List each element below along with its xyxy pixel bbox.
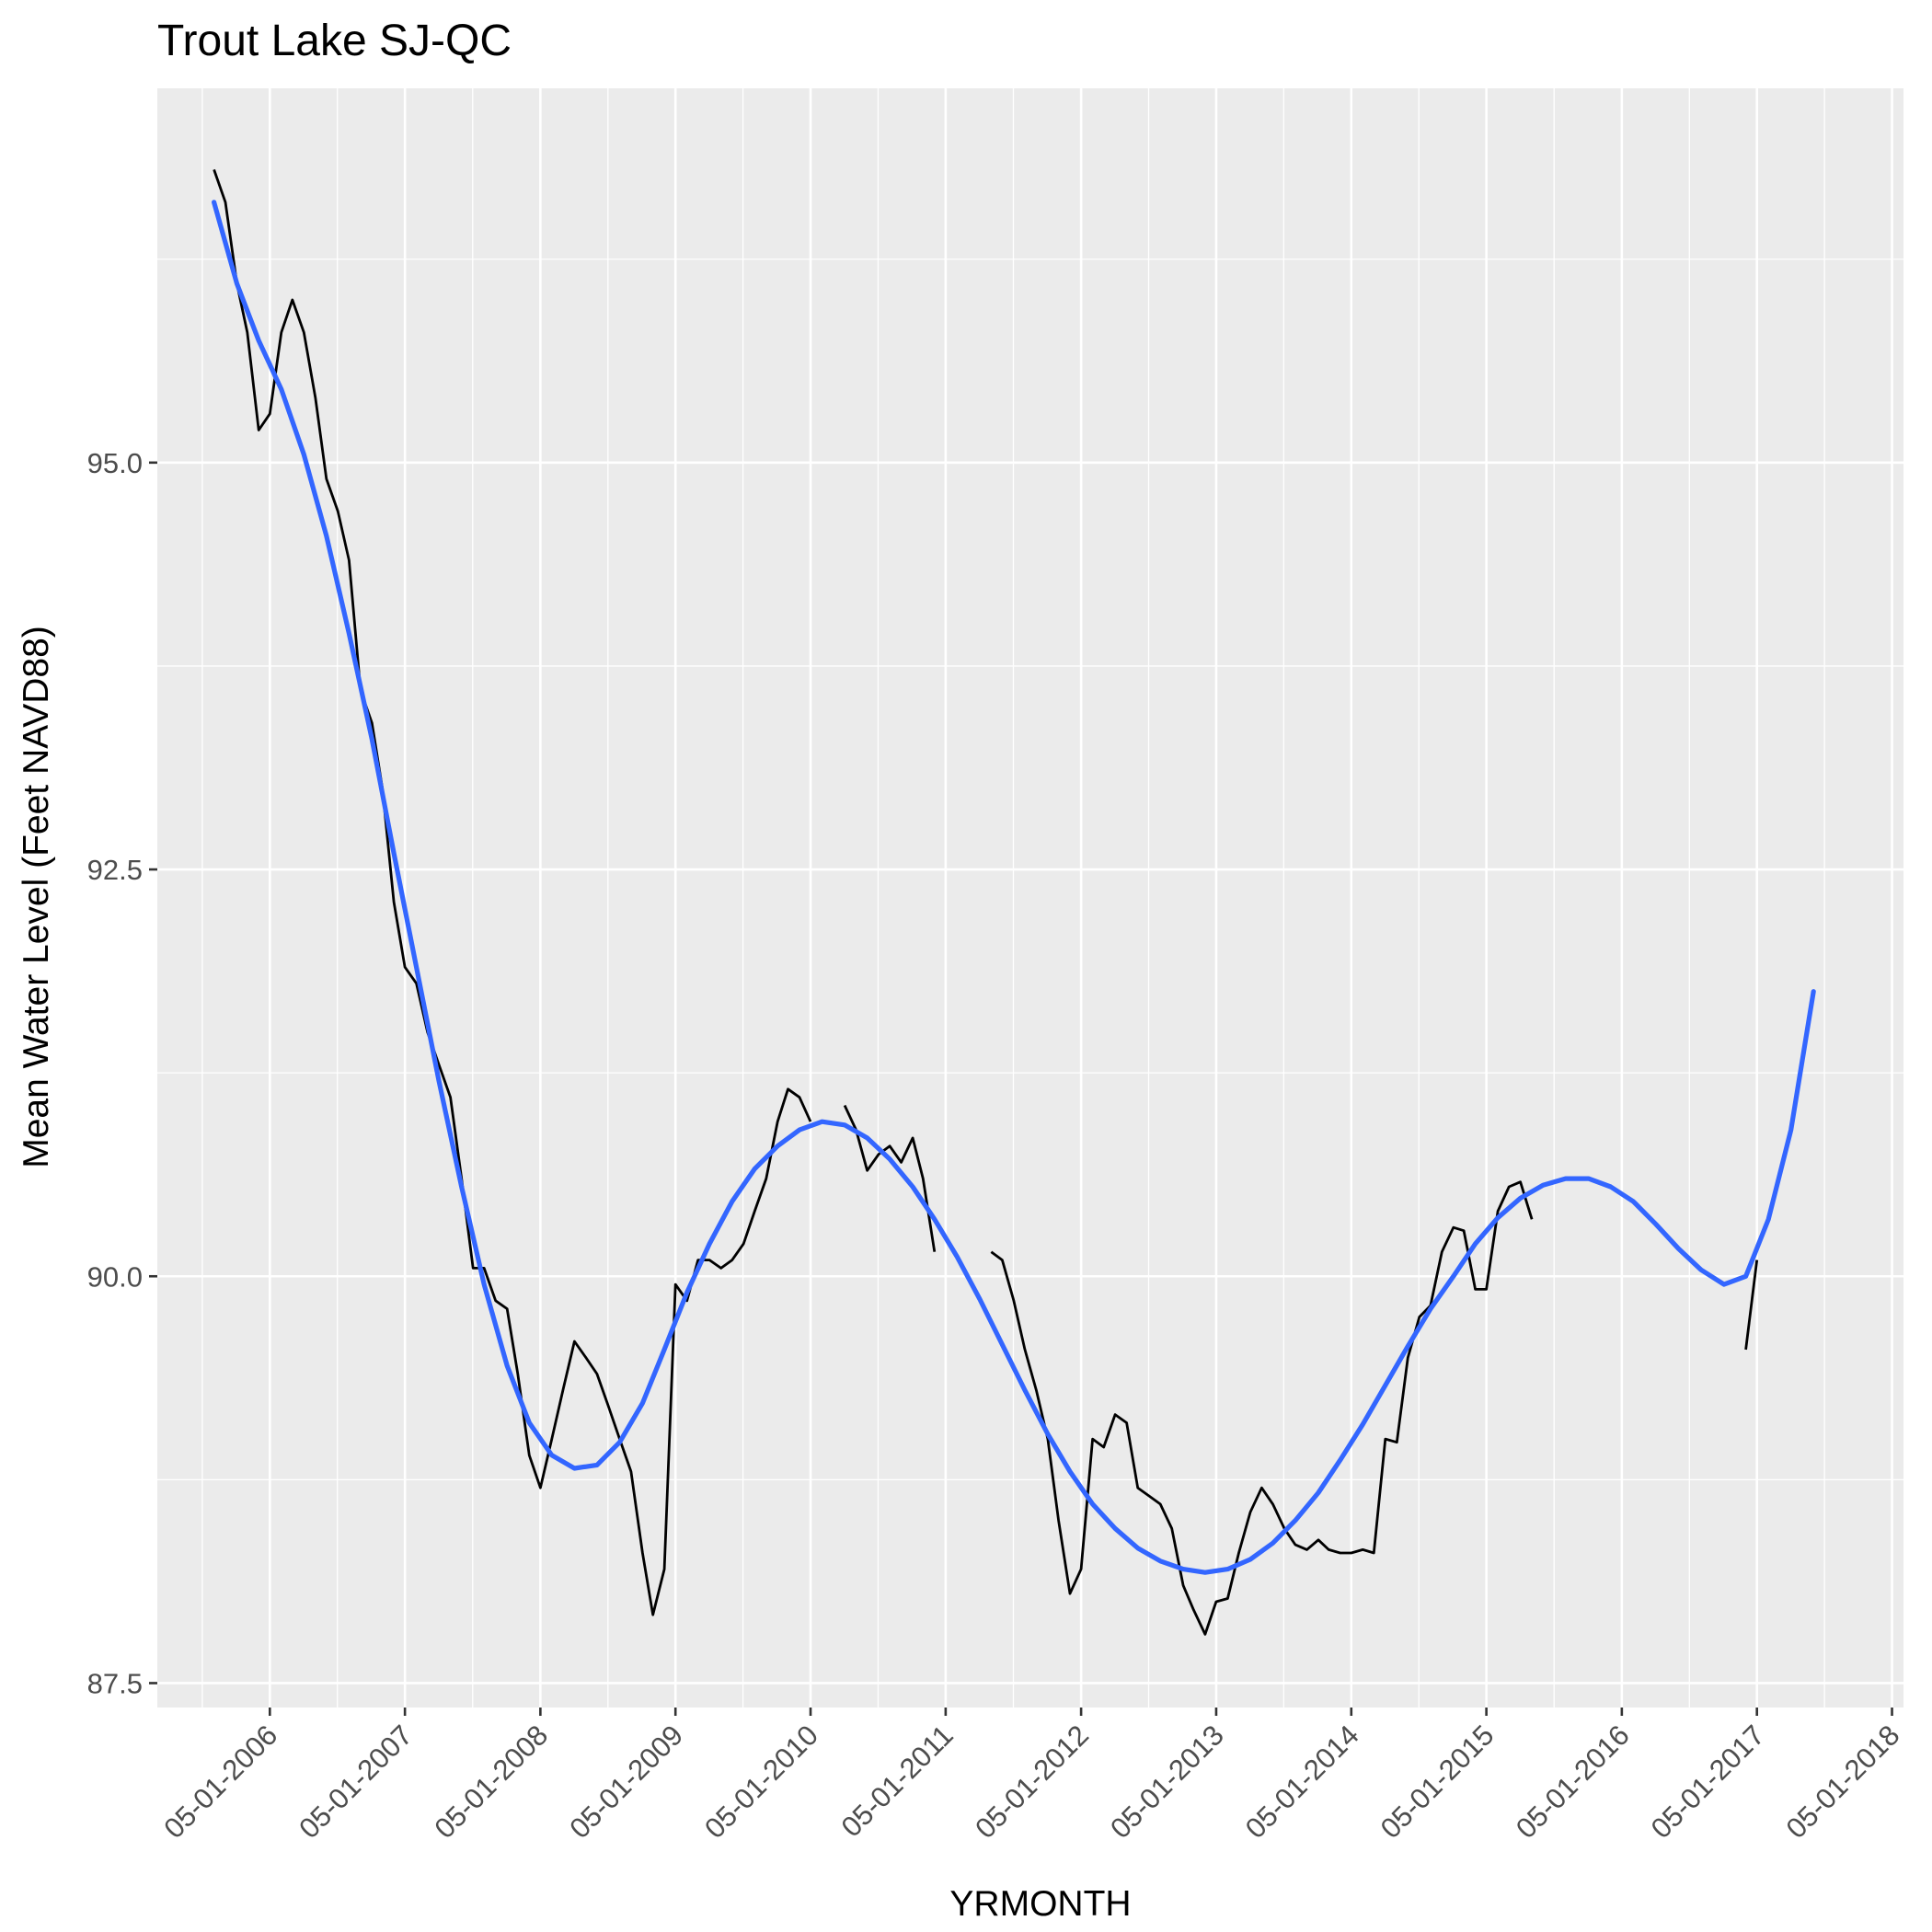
major-gridlines [157,88,1903,1708]
x-tick-label: 05-01-2009 [563,1719,689,1845]
chart-title: Trout Lake SJ-QC [157,17,512,65]
observed-line-segment [990,1180,1534,1636]
plot-panel [157,88,1903,1708]
observed-line-segment [843,1104,937,1252]
x-tick-label: 05-01-2018 [1780,1719,1906,1845]
x-tick-label: 05-01-2008 [428,1719,554,1845]
x-tick-label: 05-01-2013 [1104,1719,1230,1845]
minor-gridlines [157,88,1903,1708]
y-axis-title: Mean Water Level (Feet NAVD88) [17,626,56,1168]
y-tick-label: 95.0 [87,447,143,479]
x-tick-label: 05-01-2007 [293,1719,419,1845]
x-tick-label: 05-01-2014 [1239,1719,1365,1845]
x-tick-label: 05-01-2010 [698,1719,824,1845]
smooth-trend-line [212,200,1816,1575]
y-axis: 87.5 90.0 92.5 95.0 [87,447,157,1699]
y-tick-label: 92.5 [87,854,143,886]
y-tick-label: 90.0 [87,1260,143,1293]
x-tick-label: 05-01-2016 [1510,1719,1636,1845]
observed-line-segment [213,168,812,1616]
x-tick-label: 05-01-2006 [157,1719,283,1845]
x-tick-label: 05-01-2017 [1645,1719,1771,1845]
x-tick-label: 05-01-2012 [969,1719,1095,1845]
observed-line-segment [1744,1259,1759,1351]
x-tick-label: 05-01-2011 [835,1719,960,1843]
x-axis-title: YRMONTH [949,1884,1131,1924]
x-tick-label: 05-01-2015 [1374,1719,1501,1845]
x-axis: 05-01-2006 05-01-2007 05-01-2008 05-01-2009… [157,1708,1905,1845]
y-tick-label: 87.5 [87,1667,143,1699]
series-layer [212,168,1816,1636]
